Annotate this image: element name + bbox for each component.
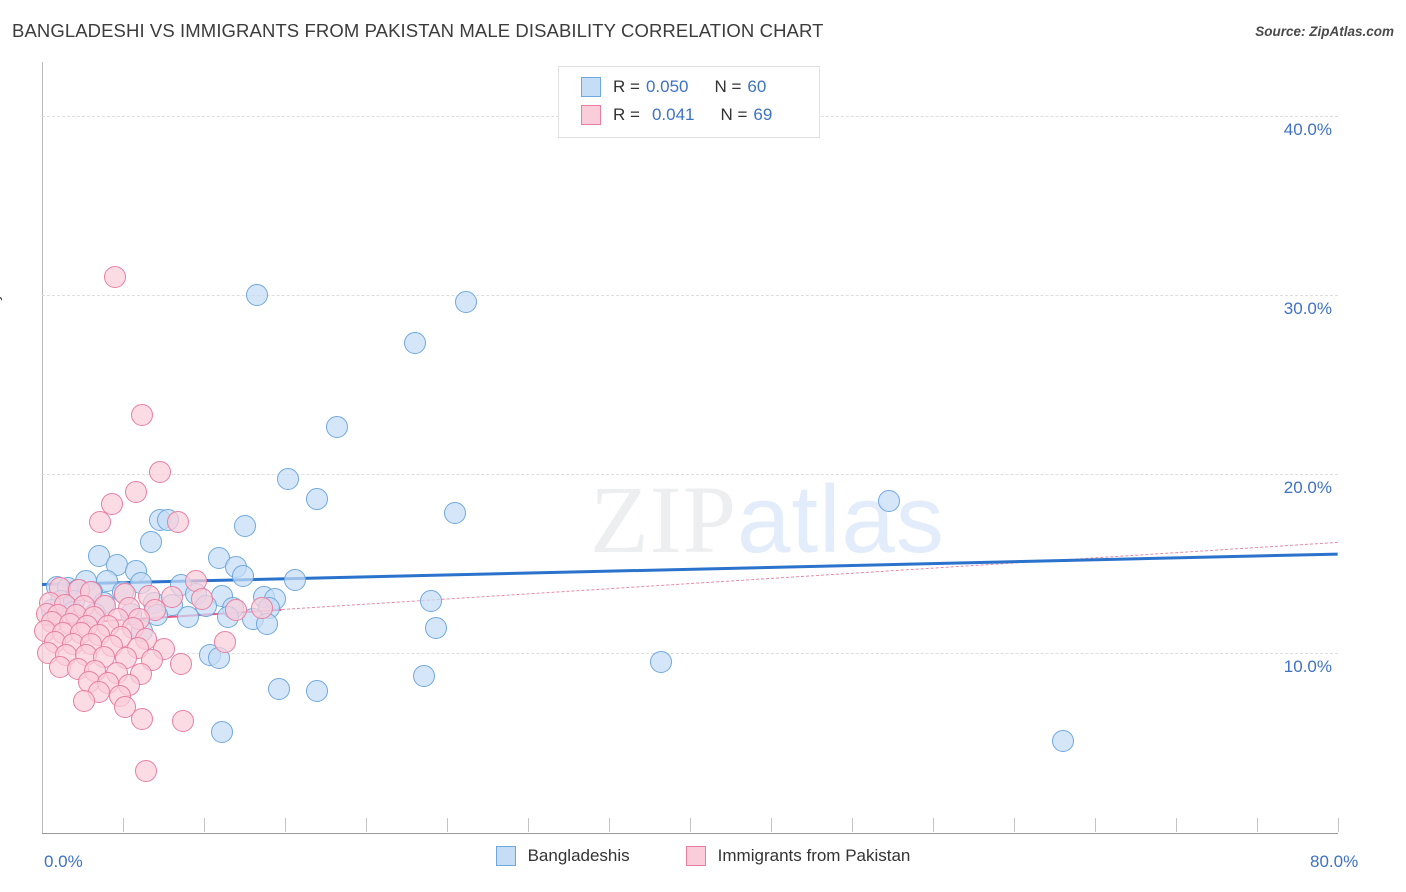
scatter-point[interactable] [277, 468, 300, 491]
r-label-blue: R = [613, 77, 640, 96]
legend-item-pakistan[interactable]: Immigrants from Pakistan [685, 846, 911, 866]
scatter-point[interactable] [231, 564, 254, 587]
r-value-blue: 0.050 [645, 77, 689, 96]
x-axis-tick [852, 818, 853, 832]
x-axis-tick [447, 818, 448, 832]
page-title: BANGLADESHI VS IMMIGRANTS FROM PAKISTAN … [12, 20, 824, 41]
r-value-pink: 0.041 [651, 105, 695, 124]
x-axis-tick [1257, 818, 1258, 832]
stats-row-pakistan: R = 0.041 N = 69 [559, 101, 819, 129]
scatter-point[interactable] [424, 616, 447, 639]
n-label-pink: N = [720, 105, 748, 124]
scatter-point[interactable] [131, 708, 154, 731]
x-axis-tick-max: 80.0% [1310, 852, 1359, 871]
watermark-zip: ZIP [590, 466, 737, 573]
x-axis-tick [123, 818, 124, 832]
x-axis-tick-min: 0.0% [44, 852, 83, 871]
x-axis-tick [1014, 818, 1015, 832]
scatter-point[interactable] [149, 461, 172, 484]
scatter-point[interactable] [267, 677, 290, 700]
legend-label-bangladeshis: Bangladeshis [527, 846, 630, 865]
scatter-point[interactable] [73, 690, 96, 713]
scatter-point[interactable] [325, 416, 348, 439]
gridline-y [42, 473, 1338, 475]
legend-swatch-icon-bangladeshis [495, 846, 516, 866]
series-swatch-icon-pink [581, 105, 601, 125]
scatter-point[interactable] [413, 665, 436, 688]
scatter-point[interactable] [160, 586, 183, 609]
r-label-pink: R = [613, 105, 640, 124]
scatter-point[interactable] [124, 480, 147, 503]
legend-swatch-icon-pakistan [685, 846, 706, 866]
x-axis-tick [1338, 818, 1339, 832]
scatter-point[interactable] [649, 650, 672, 673]
scatter-point[interactable] [167, 511, 190, 534]
x-axis-tick [690, 818, 691, 832]
scatter-point[interactable] [444, 502, 467, 525]
watermark-atlas: atlas [737, 466, 945, 573]
scatter-point[interactable] [191, 588, 214, 611]
scatter-point[interactable] [246, 283, 269, 306]
x-axis-tick [1095, 818, 1096, 832]
stats-row-bangladeshis: R = 0.050 N = 60 [559, 73, 819, 101]
scatter-point[interactable] [89, 511, 112, 534]
n-value-blue: 60 [747, 77, 767, 96]
n-label-blue: N = [714, 77, 742, 96]
scatter-point[interactable] [100, 493, 123, 516]
scatter-point[interactable] [233, 514, 256, 537]
zipatlas-watermark: ZIPatlas [590, 464, 945, 575]
scatter-plot-area: ZIPatlas 10.0% 20.0% 30.0% 40.0% [34, 62, 1339, 832]
scatter-point[interactable] [134, 760, 157, 783]
scatter-point[interactable] [455, 290, 478, 313]
scatter-point[interactable] [283, 568, 306, 591]
correlation-stats-legend: R = 0.050 N = 60 R = 0.041 N = 69 [558, 66, 820, 138]
scatter-point[interactable] [878, 489, 901, 512]
scatter-point[interactable] [113, 695, 136, 718]
x-axis-tick [204, 818, 205, 832]
x-axis-tick [771, 818, 772, 832]
x-axis-tick [933, 818, 934, 832]
gridline-y [42, 294, 1338, 296]
scatter-point[interactable] [210, 720, 233, 743]
scatter-point[interactable] [214, 631, 237, 654]
scatter-point[interactable] [170, 652, 193, 675]
scatter-point[interactable] [251, 597, 274, 620]
y-axis-tick-label: 40.0% [1283, 119, 1332, 139]
scatter-point[interactable] [131, 403, 154, 426]
y-axis-tick-label: 20.0% [1283, 477, 1332, 497]
scatter-point[interactable] [306, 679, 329, 702]
x-axis-tick [609, 818, 610, 832]
scatter-point[interactable] [306, 487, 329, 510]
x-axis-line [42, 833, 1338, 834]
source-attribution: Source: ZipAtlas.com [1255, 24, 1394, 39]
y-axis-tick-label: 30.0% [1283, 298, 1332, 318]
scatter-point[interactable] [403, 332, 426, 355]
scatter-point[interactable] [1051, 729, 1074, 752]
scatter-point[interactable] [419, 590, 442, 612]
legend-label-pakistan: Immigrants from Pakistan [717, 846, 911, 865]
series-legend: Bangladeshis Immigrants from Pakistan [0, 846, 1406, 866]
legend-item-bangladeshis[interactable]: Bangladeshis [495, 846, 630, 866]
x-axis-tick [1176, 818, 1177, 832]
scatter-point[interactable] [176, 606, 199, 629]
scatter-point[interactable] [225, 598, 248, 621]
x-axis-tick [285, 818, 286, 832]
y-axis-title: Male Disability [0, 293, 3, 390]
x-axis-tick [528, 818, 529, 832]
y-axis-tick-label: 10.0% [1283, 656, 1332, 676]
gridline-y [42, 652, 1338, 654]
n-value-pink: 69 [753, 105, 773, 124]
x-axis-tick [366, 818, 367, 832]
scatter-point[interactable] [171, 709, 194, 732]
y-axis-line [42, 62, 43, 834]
scatter-point[interactable] [139, 530, 162, 553]
series-swatch-icon-blue [581, 77, 601, 97]
scatter-point[interactable] [103, 265, 126, 288]
